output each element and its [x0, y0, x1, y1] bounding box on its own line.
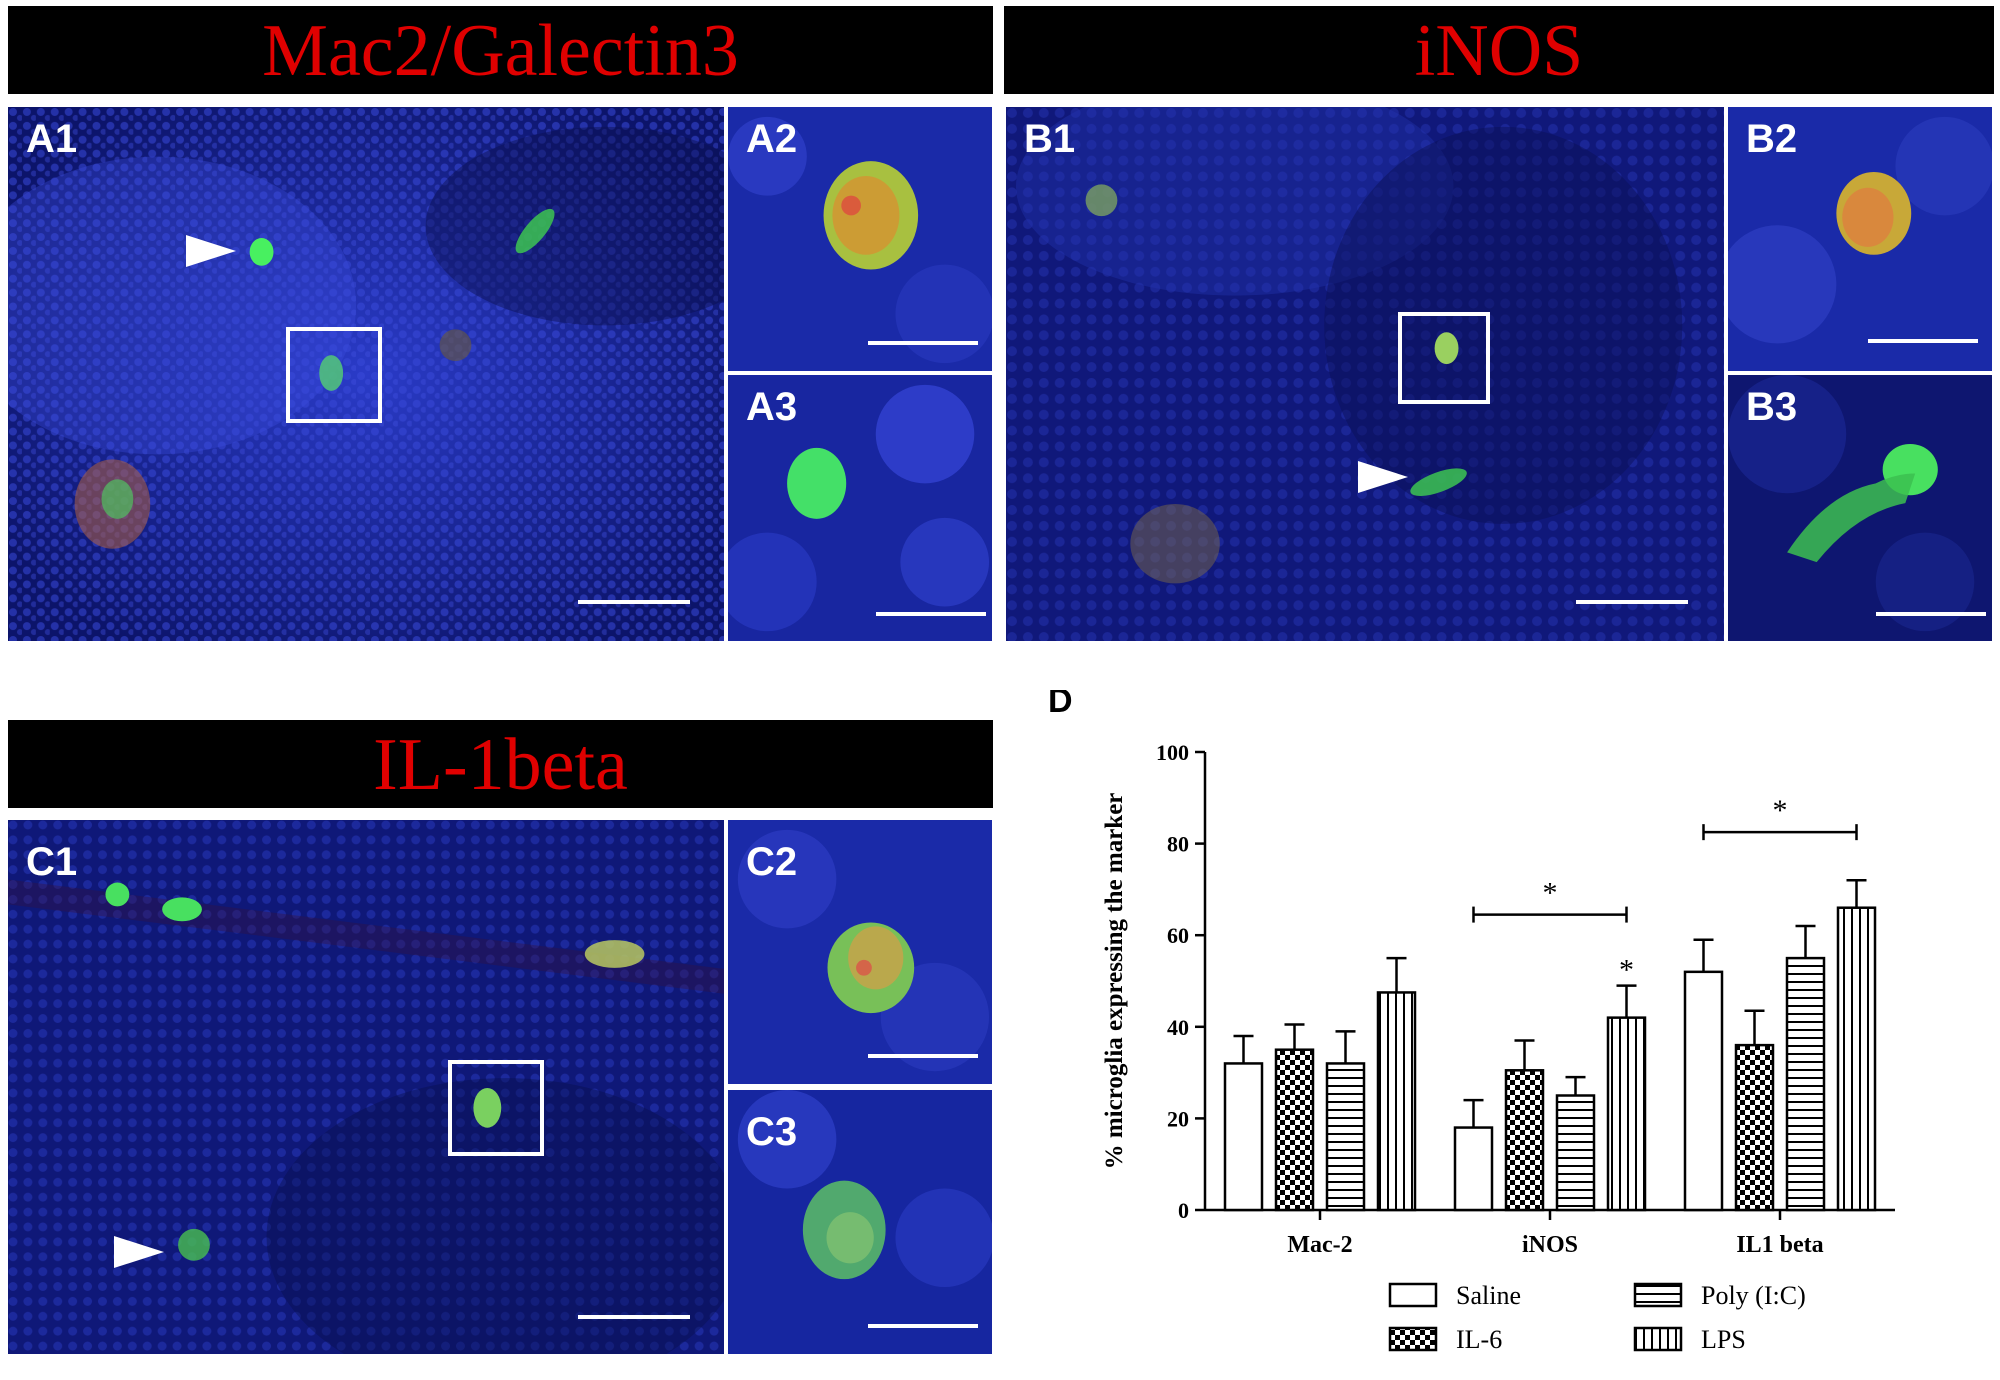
header-mac2: Mac2/Galectin3 — [8, 6, 993, 94]
micrograph-c3-image — [728, 1090, 992, 1354]
micrograph-c1-image — [8, 820, 724, 1354]
x-tick-label: IL1 beta — [1736, 1232, 1823, 1258]
micrograph-c2: C2 — [726, 818, 994, 1086]
micrograph-a1: A1 — [6, 105, 726, 643]
y-tick-label: 60 — [1167, 923, 1189, 948]
header-inos-text: iNOS — [1414, 10, 1584, 92]
bars — [1223, 878, 1877, 1212]
bar-plain — [1683, 970, 1724, 1212]
scale-bar-a2 — [868, 341, 978, 345]
panel-label-c2: C2 — [746, 840, 798, 884]
y-tick-label: 20 — [1167, 1106, 1189, 1131]
panel-label-b2: B2 — [1746, 117, 1798, 161]
significance-star: * — [1619, 954, 1634, 987]
legend-label: LPS — [1701, 1325, 1746, 1354]
micrograph-a3-image — [728, 375, 992, 641]
y-tick-label: 0 — [1178, 1198, 1189, 1223]
scale-bar-a3 — [876, 612, 986, 616]
x-tick-label: Mac-2 — [1287, 1232, 1352, 1258]
micrograph-c3: C3 — [726, 1088, 994, 1356]
arrowhead-a1 — [186, 235, 236, 267]
bar-vertical — [1836, 906, 1877, 1212]
scale-bar-c1 — [578, 1315, 690, 1319]
scale-bar-c3 — [868, 1324, 978, 1328]
micrograph-b2-image — [1728, 107, 1992, 371]
micrograph-b1: B1 — [1004, 105, 1726, 643]
micrograph-b2: B2 — [1726, 105, 1994, 373]
bar-checker — [1504, 1069, 1545, 1212]
micrograph-a2-image — [728, 107, 992, 371]
scale-bar-c2 — [868, 1054, 978, 1058]
inset-box-b1 — [1398, 312, 1490, 404]
x-tick-label: iNOS — [1522, 1232, 1578, 1258]
legend-swatch-checker — [1388, 1326, 1438, 1352]
significance-star: * — [1773, 794, 1788, 827]
bar-checker — [1734, 1043, 1775, 1212]
micrograph-a3: A3 — [726, 373, 994, 643]
panel-label-b3: B3 — [1746, 385, 1798, 429]
legend-label: Poly (I:C) — [1701, 1281, 1806, 1310]
arrowhead-c1 — [114, 1236, 164, 1268]
legend-label: Saline — [1456, 1281, 1521, 1310]
axes: 0 20 40 60 80 100 Mac-2 iNOS IL1 beta — [1156, 740, 1895, 1258]
header-il1beta: IL-1beta — [8, 720, 993, 808]
header-mac2-text: Mac2/Galectin3 — [262, 10, 739, 92]
bar-chart: D % microglia expressing the marker 0 20 4… — [1048, 682, 1895, 1354]
y-axis-label: % microglia expressing the marker — [1101, 793, 1128, 1170]
micrograph-b3-image — [1728, 375, 1992, 641]
panel-label-c1: C1 — [26, 840, 78, 884]
scale-bar-b1 — [1576, 600, 1688, 604]
micrograph-b1-image — [1006, 107, 1724, 641]
panel-label-a1: A1 — [26, 117, 78, 161]
header-inos: iNOS — [1004, 6, 1994, 94]
scale-bar-b2 — [1868, 339, 1978, 343]
bar-vertical — [1606, 1016, 1647, 1212]
panel-label-b1: B1 — [1024, 117, 1076, 161]
micrograph-a1-image — [8, 107, 724, 641]
arrowhead-b1 — [1358, 461, 1408, 493]
inset-box-a1 — [286, 327, 382, 423]
legend-swatch-horizontal — [1633, 1282, 1683, 1308]
chart-panel-d: D % microglia expressing the marker 0 20 4… — [1040, 682, 1990, 1370]
bar-vertical — [1376, 991, 1417, 1212]
scale-bar-b3 — [1876, 612, 1986, 616]
inset-box-c1 — [448, 1060, 544, 1156]
legend-label: IL-6 — [1456, 1325, 1502, 1354]
panel-label-d: D — [1048, 690, 1073, 720]
bar-horizontal — [1325, 1062, 1366, 1212]
bar-checker — [1274, 1048, 1315, 1212]
panel-label-c3: C3 — [746, 1110, 798, 1154]
legend-swatch-plain — [1388, 1282, 1438, 1308]
header-il1beta-text: IL-1beta — [373, 724, 628, 806]
y-tick-label: 80 — [1167, 832, 1189, 857]
bar-horizontal — [1555, 1094, 1596, 1212]
micrograph-a2: A2 — [726, 105, 994, 373]
significance-star: * — [1543, 877, 1558, 910]
bar-plain — [1453, 1126, 1494, 1212]
micrograph-c2-image — [728, 820, 992, 1084]
panel-label-a3: A3 — [746, 385, 798, 429]
scale-bar-a1 — [578, 600, 690, 604]
legend: Saline IL-6 Poly (I:C) LPS — [1388, 1281, 1806, 1354]
y-tick-label: 40 — [1167, 1015, 1189, 1040]
micrograph-b3: B3 — [1726, 373, 1994, 643]
bar-plain — [1223, 1062, 1264, 1212]
micrograph-c1: C1 — [6, 818, 726, 1356]
panel-label-a2: A2 — [746, 117, 798, 161]
y-tick-label: 100 — [1156, 740, 1189, 765]
significance-markers: * * * — [1472, 794, 1858, 987]
bar-horizontal — [1785, 956, 1826, 1212]
legend-swatch-vertical — [1633, 1326, 1683, 1352]
